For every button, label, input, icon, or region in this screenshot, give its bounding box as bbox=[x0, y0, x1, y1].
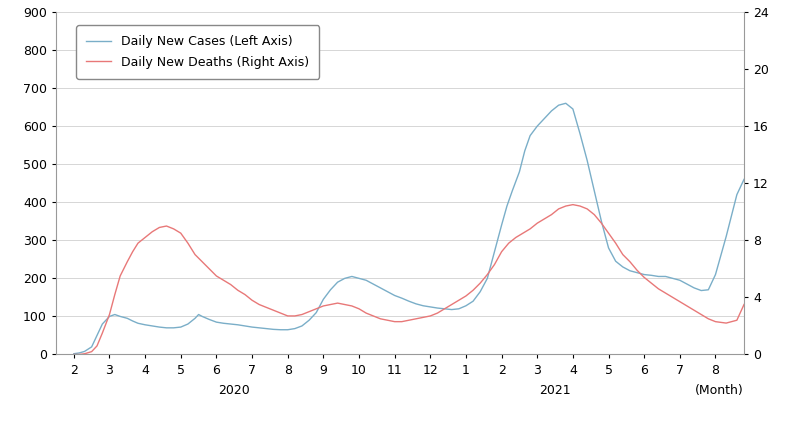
Daily New Deaths (Right Axis) bbox=[418, 315, 428, 320]
Daily New Deaths (Right Axis) bbox=[347, 303, 357, 308]
Daily New Cases (Left Axis) bbox=[115, 314, 125, 319]
Daily New Deaths (Right Axis) bbox=[247, 298, 257, 303]
Daily New Deaths (Right Axis) bbox=[397, 319, 406, 324]
Daily New Cases (Left Axis) bbox=[561, 101, 570, 106]
Daily New Cases (Left Axis) bbox=[433, 306, 442, 311]
Text: 2021: 2021 bbox=[539, 384, 571, 397]
Daily New Deaths (Right Axis) bbox=[682, 303, 692, 308]
Daily New Cases (Left Axis) bbox=[739, 177, 749, 182]
Daily New Cases (Left Axis) bbox=[105, 314, 114, 319]
Legend: Daily New Cases (Left Axis), Daily New Deaths (Right Axis): Daily New Cases (Left Axis), Daily New D… bbox=[76, 25, 319, 78]
Daily New Deaths (Right Axis) bbox=[147, 229, 157, 234]
Line: Daily New Cases (Left Axis): Daily New Cases (Left Axis) bbox=[74, 103, 744, 354]
Daily New Cases (Left Axis) bbox=[575, 131, 585, 136]
Line: Daily New Deaths (Right Axis): Daily New Deaths (Right Axis) bbox=[74, 205, 744, 354]
Daily New Cases (Left Axis) bbox=[482, 276, 492, 281]
Daily New Cases (Left Axis) bbox=[69, 351, 78, 356]
Text: (Month): (Month) bbox=[695, 384, 744, 397]
Daily New Cases (Left Axis) bbox=[375, 285, 385, 290]
Daily New Deaths (Right Axis) bbox=[739, 302, 749, 307]
Text: 2020: 2020 bbox=[218, 384, 250, 397]
Daily New Deaths (Right Axis) bbox=[69, 352, 78, 357]
Daily New Deaths (Right Axis) bbox=[568, 202, 578, 207]
